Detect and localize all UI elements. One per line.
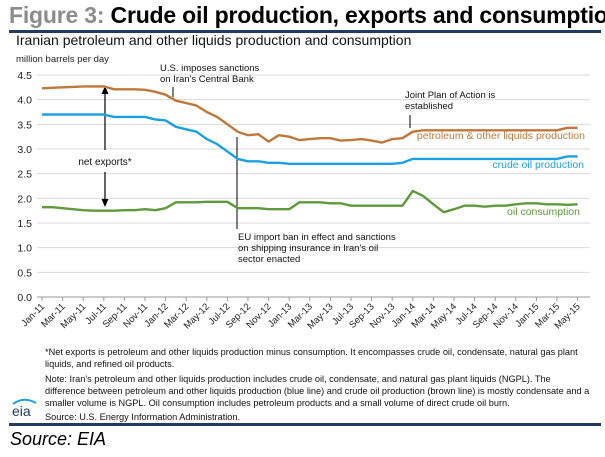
y-tick-label: 0.5 (17, 267, 32, 279)
footnote-source: Source: U.S. Energy Information Administ… (45, 412, 241, 423)
annotation-net-exports: net exports* (78, 157, 131, 168)
series-label-petroleum: petroleum & other liquids production (417, 130, 585, 142)
annotation-joint-plan-line2: established (405, 101, 453, 112)
y-tick-label: 4.0 (17, 95, 32, 107)
footnote-net-exports: *Net exports is petroleum and other liqu… (45, 347, 578, 370)
figure-title: Figure 3: Crude oil production, exports … (9, 2, 605, 29)
figure-title-text: Crude oil production, exports and consum… (110, 2, 605, 28)
y-tick-label: 3.5 (17, 119, 32, 131)
arrowhead-up-icon (101, 86, 109, 94)
annotation-eu-ban-line1: EU import ban in effect and sanctions (238, 232, 396, 243)
eia-logo: eia (12, 398, 37, 419)
figure-number: Figure 3: (9, 2, 105, 28)
svg-text:eia: eia (12, 403, 31, 419)
y-tick-label: 1.5 (17, 218, 32, 230)
series-label-consumption: oil consumption (507, 206, 580, 218)
y-tick-label: 3.0 (17, 144, 32, 156)
title-rule (9, 30, 601, 33)
series-line-consumption (42, 189, 578, 214)
y-axis-label: million barrels per day (16, 54, 109, 65)
y-tick-label: 2.5 (17, 169, 32, 181)
figure-source: Source: EIA (10, 429, 107, 449)
y-tick-label: 1.0 (17, 243, 32, 255)
annotation-us-sanctions-line1: U.S. imposes sanctions (160, 63, 260, 74)
annotation-eu-ban-line3: sector enacted (238, 254, 300, 265)
annotation-eu-ban-line2: on shipping insurance in Iran's oil (238, 243, 378, 254)
arrowhead-down-icon (101, 199, 109, 207)
series-line-petroleum (41, 85, 578, 144)
y-tick-label: 2.0 (17, 193, 32, 205)
line-chart: million barrels per day 0.0 0.5 1.0 1.5 2.0 2… (16, 54, 590, 332)
y-tick-label: 4.5 (17, 70, 32, 82)
annotation-us-sanctions-line2: on Iran's Central Bank (160, 74, 254, 85)
series-line-crude (42, 113, 578, 166)
chart-title: Iranian petroleum and other liquids prod… (16, 32, 412, 48)
footnote-note: Note: Iran's petroleum and other liquids… (45, 373, 590, 409)
footnotes: *Net exports is petroleum and other liqu… (45, 346, 590, 426)
bottom-rule (9, 423, 601, 426)
annotation-joint-plan-line1: Joint Plan of Action is (405, 90, 496, 101)
y-tick-label: 0.0 (17, 292, 32, 304)
series-label-crude: crude oil production (492, 159, 584, 171)
